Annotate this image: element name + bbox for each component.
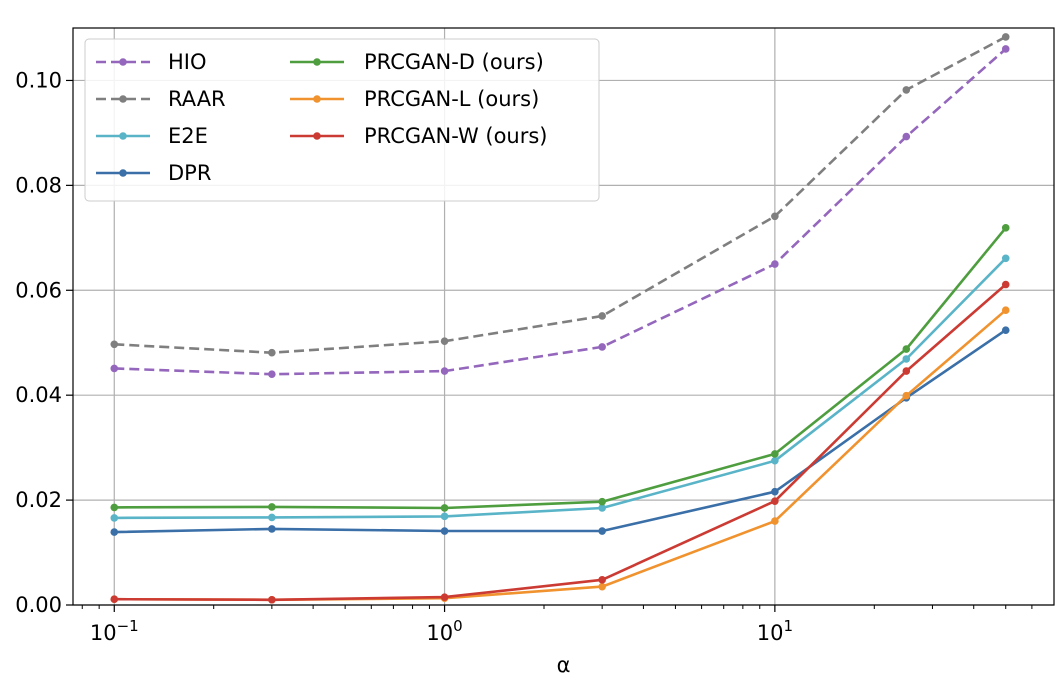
legend-marker-e2e	[119, 132, 127, 140]
legend-marker-prcgan-w-ours	[313, 132, 321, 140]
data-point-prcgan-d-ours	[440, 504, 449, 512]
x-tick-label: 10−1	[90, 617, 139, 645]
data-point-raar	[268, 348, 276, 357]
data-point-e2e	[268, 513, 276, 522]
y-tick-label: 0.04	[15, 383, 62, 407]
data-point-prcgan-d-ours	[902, 345, 911, 353]
data-point-e2e	[440, 512, 449, 521]
y-tick-label: 0.00	[15, 593, 62, 617]
legend-label-prcgan-d-ours: PRCGAN-D (ours)	[364, 50, 544, 74]
data-point-raar	[598, 312, 606, 320]
y-tick-label: 0.02	[15, 488, 62, 512]
data-point-dpr	[110, 528, 119, 536]
legend-marker-hio	[119, 58, 127, 66]
legend-label-prcgan-w-ours: PRCGAN-W (ours)	[364, 124, 548, 148]
data-point-hio	[771, 260, 779, 268]
data-point-hio	[110, 364, 119, 373]
x-tick-exponent: −1	[117, 617, 139, 635]
data-point-prcgan-w-ours	[771, 497, 779, 505]
data-point-hio	[902, 132, 911, 141]
legend-label-prcgan-l-ours: PRCGAN-L (ours)	[364, 87, 539, 111]
y-tick-label: 0.08	[15, 173, 62, 197]
data-point-e2e	[1001, 254, 1010, 263]
data-point-prcgan-l-ours	[771, 517, 779, 525]
legend-label-dpr: DPR	[168, 161, 211, 185]
x-axis-label: α	[557, 653, 571, 677]
data-point-hio	[440, 367, 449, 375]
legend-marker-raar	[119, 95, 127, 103]
x-tick-base: 10	[426, 621, 453, 645]
data-point-e2e	[902, 355, 911, 363]
legend-marker-dpr	[119, 169, 127, 177]
data-point-prcgan-d-ours	[598, 497, 606, 506]
y-tick-label: 0.10	[15, 68, 62, 92]
x-tick-base: 10	[90, 621, 117, 645]
x-tick-base: 10	[757, 621, 784, 645]
legend-box	[84, 38, 600, 202]
data-point-dpr	[771, 487, 779, 496]
data-point-e2e	[598, 504, 606, 512]
data-point-e2e	[110, 514, 119, 522]
data-point-dpr	[440, 527, 449, 535]
data-point-prcgan-w-ours	[110, 595, 119, 604]
data-point-e2e	[771, 456, 779, 465]
data-point-prcgan-w-ours	[1001, 280, 1010, 289]
data-point-prcgan-w-ours	[902, 367, 911, 375]
data-point-hio	[1001, 45, 1010, 53]
legend-marker-prcgan-l-ours	[313, 95, 321, 103]
data-point-hio	[268, 370, 276, 379]
x-tick-label: 100	[426, 617, 462, 645]
legend-label-raar: RAAR	[168, 87, 226, 111]
data-point-prcgan-l-ours	[1001, 306, 1010, 315]
legend-label-e2e: E2E	[168, 124, 208, 148]
data-point-raar	[440, 337, 449, 345]
legend-marker-prcgan-d-ours	[313, 58, 321, 66]
data-point-raar	[771, 212, 779, 221]
data-point-prcgan-d-ours	[110, 503, 119, 512]
data-point-prcgan-l-ours	[902, 391, 911, 400]
x-tick-exponent: 1	[783, 617, 793, 635]
x-tick-label: 101	[757, 617, 793, 645]
data-point-prcgan-d-ours	[771, 450, 779, 458]
legend-label-hio: HIO	[168, 50, 207, 74]
data-point-prcgan-w-ours	[598, 576, 606, 584]
data-point-dpr	[598, 527, 606, 535]
data-point-prcgan-l-ours	[598, 582, 606, 591]
legend: HIO RAAR E2E DPR PRCGAN-D (ours) PRCGAN-L (ou…	[84, 38, 600, 202]
data-point-raar	[902, 86, 911, 94]
data-point-raar	[110, 340, 119, 349]
series-lines	[110, 33, 1010, 604]
data-point-raar	[1001, 33, 1010, 41]
plot-frame	[72, 27, 1055, 606]
data-point-prcgan-w-ours	[440, 593, 449, 601]
y-tick-label: 0.06	[15, 278, 62, 302]
data-point-prcgan-d-ours	[1001, 224, 1010, 232]
data-point-dpr	[1001, 326, 1010, 334]
data-point-dpr	[268, 525, 276, 533]
x-tick-exponent: 0	[453, 617, 463, 635]
data-point-hio	[598, 343, 606, 351]
data-point-prcgan-d-ours	[268, 503, 276, 511]
data-point-prcgan-w-ours	[268, 595, 276, 604]
